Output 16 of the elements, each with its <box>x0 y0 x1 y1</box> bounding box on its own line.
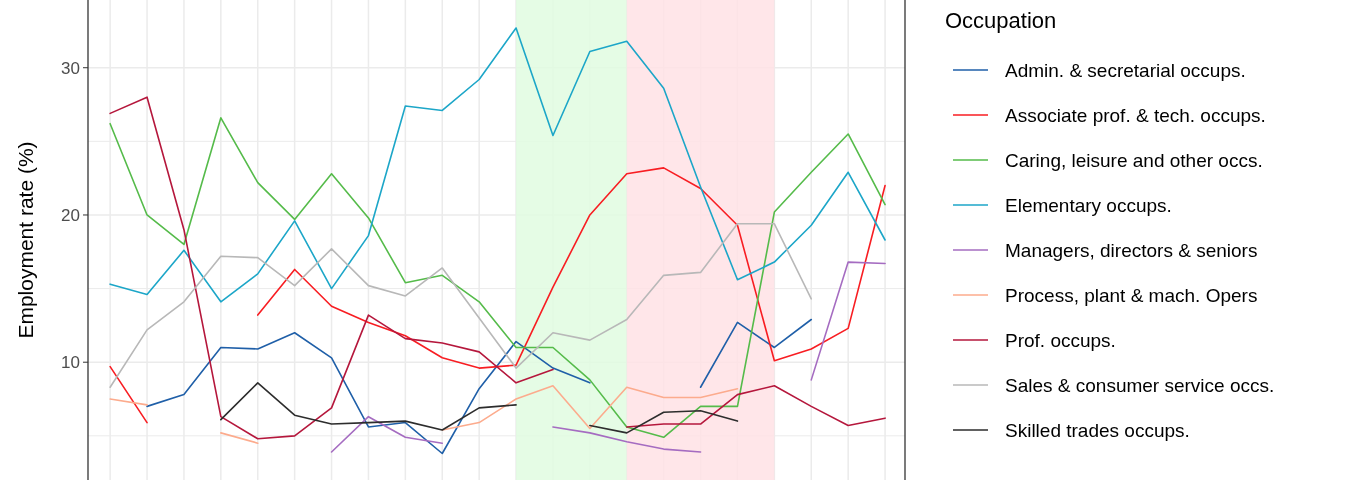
y-tick-label: 20 <box>61 205 80 225</box>
legend-label: Associate prof. & tech. occups. <box>1005 104 1266 126</box>
y-tick-label: 30 <box>61 58 80 78</box>
legend-label: Admin. & secretarial occups. <box>1005 59 1246 81</box>
y-axis-title: Employment rate (%) <box>14 141 37 339</box>
legend-label: Process, plant & mach. Opers <box>1005 284 1258 306</box>
line-series <box>109 27 886 303</box>
y-tick-label: 10 <box>61 353 80 373</box>
line-series <box>109 223 813 389</box>
legend-label: Managers, directors & seniors <box>1005 239 1258 261</box>
legend-label: Elementary occups. <box>1005 194 1172 216</box>
legend-label: Caring, leisure and other occs. <box>1005 149 1263 171</box>
legend-title: Occupation <box>945 7 1057 33</box>
legend-label: Prof. occups. <box>1005 329 1116 351</box>
legend-label: Skilled trades occups. <box>1005 419 1190 441</box>
legend-label: Sales & consumer service occs. <box>1005 374 1275 396</box>
